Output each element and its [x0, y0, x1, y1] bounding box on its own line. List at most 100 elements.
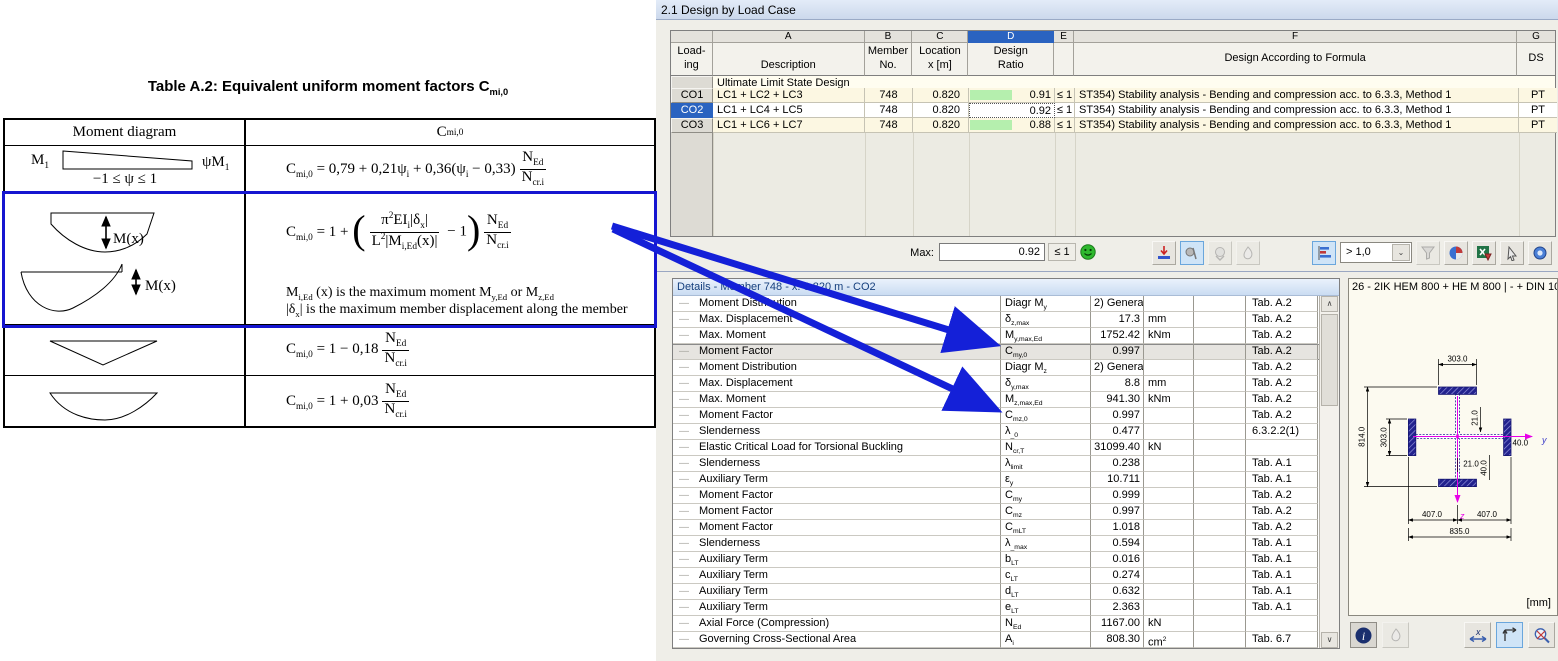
axis-y-label: y	[1541, 435, 1547, 445]
detail-unit: kN	[1144, 440, 1194, 456]
details-row[interactable]: — Max. Displacement δy,max 8.8 mm Tab. A.2	[673, 376, 1319, 392]
header-member-no: Member No.	[864, 43, 913, 76]
details-row[interactable]: — Axial Force (Compression) NEd 1167.00 kN	[673, 616, 1319, 632]
loading-cell-co2[interactable]: CO2	[671, 103, 713, 118]
grid-line	[1519, 74, 1520, 236]
details-row[interactable]: — Moment Factor CmLT 1.018 Tab. A.2	[673, 520, 1319, 536]
details-row[interactable]: — Slenderness λ_max 0.594 Tab. A.1	[673, 536, 1319, 552]
column-letter-g[interactable]: G	[1517, 31, 1555, 43]
dim-left-flange: 303.0	[1380, 427, 1389, 448]
detail-symbol: δz,max	[1001, 312, 1091, 328]
show-all-button[interactable]	[1208, 241, 1232, 265]
visibility-button[interactable]	[1528, 241, 1552, 265]
design-ratio-cell[interactable]: 0.88	[969, 118, 1055, 133]
pick-mode-button[interactable]	[1500, 241, 1524, 265]
detail-label: — Auxiliary Term	[673, 472, 1001, 488]
detail-empty	[1194, 360, 1246, 376]
x-axis-view-button[interactable]: x	[1464, 622, 1491, 648]
scroll-up-button[interactable]: ∧	[1321, 296, 1338, 312]
details-row[interactable]: — Auxiliary Term εy 10.711 Tab. A.1	[673, 472, 1319, 488]
grid-line	[1075, 74, 1076, 236]
design-row-co3[interactable]: CO3 LC1 + LC6 + LC7 748 0.820 0.88 ≤ 1 ST354) …	[671, 118, 1557, 133]
select-in-graphic-button[interactable]	[1180, 241, 1204, 265]
ratio-bar	[970, 120, 1012, 130]
loading-cell-co1[interactable]: CO1	[671, 88, 713, 103]
detail-symbol: Diagr My	[1001, 296, 1091, 312]
description-cell: LC1 + LC4 + LC5	[713, 103, 865, 118]
excel-export-button[interactable]	[1472, 241, 1496, 265]
details-row[interactable]: — Max. Moment My,max,Ed 1752.42 kNm Tab. A.2	[673, 328, 1319, 344]
detail-value: 1752.42	[1091, 328, 1144, 344]
detail-reference: Tab. A.1	[1246, 600, 1318, 616]
detail-symbol: My,max,Ed	[1001, 328, 1091, 344]
loading-cell-co3[interactable]: CO3	[671, 118, 713, 133]
info-button[interactable]: i	[1350, 622, 1377, 648]
details-row[interactable]: — Elastic Critical Load for Torsional Buc…	[673, 440, 1319, 456]
smiley-ok-icon	[1080, 244, 1096, 260]
column-letter-e[interactable]: E	[1054, 31, 1075, 43]
print-rows-button[interactable]	[1236, 241, 1260, 265]
detail-symbol: Cmz	[1001, 504, 1091, 520]
formula-notes: Mi,Ed (x) is the maximum moment My,Ed or…	[286, 285, 628, 320]
scroll-down-button[interactable]: ∨	[1321, 632, 1338, 648]
max-value-field[interactable]: 0.92	[939, 243, 1045, 261]
color-scale-button[interactable]	[1444, 241, 1468, 265]
tree-dash-icon: —	[679, 394, 689, 405]
m1-label: M1	[31, 152, 49, 171]
design-ratio-cell[interactable]: 0.92	[969, 103, 1055, 118]
print-section-button[interactable]	[1382, 622, 1409, 648]
detail-symbol: λlimit	[1001, 456, 1091, 472]
psi-range-label: −1 ≤ ψ ≤ 1	[92, 171, 158, 187]
details-row[interactable]: — Slenderness λlimit 0.238 Tab. A.1	[673, 456, 1319, 472]
detail-reference: Tab. A.2	[1246, 504, 1318, 520]
jump-to-max-button[interactable]	[1152, 241, 1176, 265]
cross-section-title: 26 - 2IK HEM 800 + HE M 800 | - + DIN 10	[1352, 281, 1557, 293]
detail-reference: Tab. A.2	[1246, 408, 1318, 424]
doc-row-triangle-moment: Cmi,0 = 1 − 0,18 NEd Ncr.i	[5, 325, 654, 376]
details-row[interactable]: — Auxiliary Term bLT 0.016 Tab. A.1	[673, 552, 1319, 568]
detail-unit	[1144, 472, 1194, 488]
column-letter-f[interactable]: F	[1074, 31, 1518, 43]
design-row-co1[interactable]: CO1 LC1 + LC2 + LC3 748 0.820 0.91 ≤ 1 ST354) …	[671, 88, 1557, 103]
detail-value: 2) General	[1091, 296, 1144, 312]
details-row[interactable]: — Moment Factor Cmy,0 0.997 Tab. A.2	[673, 344, 1319, 360]
details-row[interactable]: — Governing Cross-Sectional Area Ai 808.30 c…	[673, 632, 1319, 648]
corner-cell[interactable]	[671, 31, 713, 43]
tree-dash-icon: —	[679, 570, 689, 581]
details-row[interactable]: — Moment Distribution Diagr My 2) General Ta…	[673, 296, 1319, 312]
scrollbar-thumb[interactable]	[1321, 314, 1338, 406]
column-letter-c[interactable]: C	[912, 31, 969, 43]
details-row[interactable]: — Moment Distribution Diagr Mz 2) General Ta…	[673, 360, 1319, 376]
details-scrollbar[interactable]: ∧ ∨	[1319, 296, 1339, 648]
details-row[interactable]: — Auxiliary Term eLT 2.363 Tab. A.1	[673, 600, 1319, 616]
zoom-reset-button[interactable]	[1528, 622, 1555, 648]
design-ratio-cell[interactable]: 0.91	[969, 88, 1055, 103]
details-row[interactable]: — Max. Displacement δz,max 17.3 mm Tab. A.2	[673, 312, 1319, 328]
local-axes-button[interactable]	[1496, 622, 1523, 648]
column-letter-d-selected[interactable]: D	[968, 31, 1055, 43]
result-diagram-button[interactable]	[1312, 241, 1336, 265]
design-row-co2[interactable]: CO2 LC1 + LC4 + LC5 748 0.820 0.92 ≤ 1 ST354) …	[671, 103, 1557, 118]
details-row[interactable]: — Auxiliary Term dLT 0.632 Tab. A.1	[673, 584, 1319, 600]
detail-symbol: Ncr,T	[1001, 440, 1091, 456]
detail-unit	[1144, 296, 1194, 312]
detail-symbol: Cmz,0	[1001, 408, 1091, 424]
detail-label: — Moment Factor	[673, 504, 1001, 520]
details-row[interactable]: — Moment Factor Cmz,0 0.997 Tab. A.2	[673, 408, 1319, 424]
details-row[interactable]: — Slenderness λ_0 0.477 6.3.2.2(1)	[673, 424, 1319, 440]
filter-button[interactable]	[1416, 241, 1440, 265]
formula-cell: ST354) Stability analysis - Bending and …	[1075, 103, 1519, 118]
details-row[interactable]: — Moment Factor Cmz 0.997 Tab. A.2	[673, 504, 1319, 520]
column-letter-b[interactable]: B	[864, 31, 913, 43]
detail-value: 941.30	[1091, 392, 1144, 408]
detail-unit	[1144, 568, 1194, 584]
formula-row1: Cmi,0 = 0,79 + 0,21ψi + 0,36(ψi − 0,33) N…	[286, 149, 547, 188]
details-row[interactable]: — Moment Factor Cmy 0.999 Tab. A.2	[673, 488, 1319, 504]
chevron-down-icon[interactable]: ⌄	[1392, 244, 1410, 261]
table-header-row: Load-ing Description Member No. Location x…	[671, 43, 1555, 76]
design-by-load-case-table: A B C D E F G Load-ing Description Membe…	[670, 30, 1557, 237]
column-letter-a[interactable]: A	[712, 31, 865, 43]
details-row[interactable]: — Max. Moment Mz,max,Ed 941.30 kNm Tab. A.2	[673, 392, 1319, 408]
details-row[interactable]: — Auxiliary Term cLT 0.274 Tab. A.1	[673, 568, 1319, 584]
threshold-dropdown[interactable]: > 1,0 ⌄	[1340, 242, 1412, 263]
